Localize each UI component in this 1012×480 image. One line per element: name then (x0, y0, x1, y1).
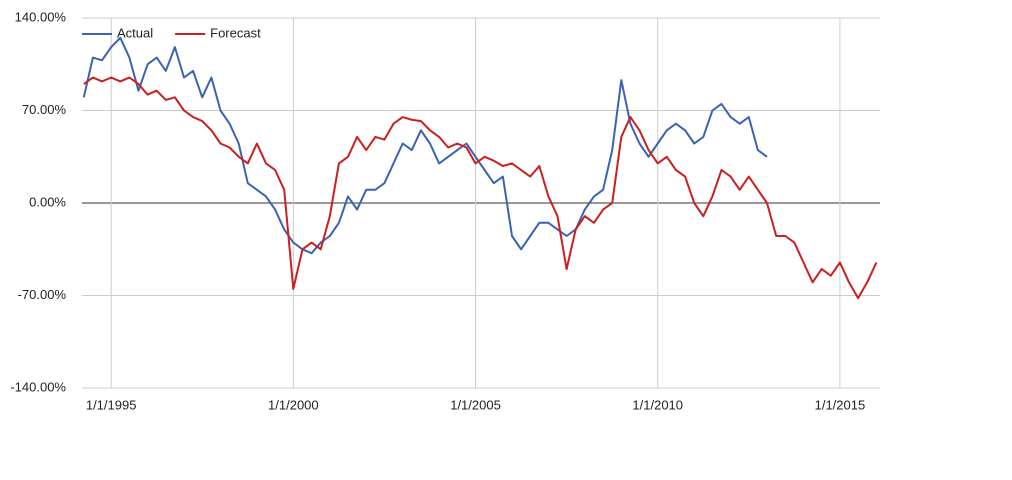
y-tick-label: -70.00% (18, 287, 67, 302)
y-tick-label: 140.00% (15, 9, 67, 24)
y-tick-label: -140.00% (10, 379, 66, 394)
x-tick-label: 1/1/2010 (632, 397, 683, 412)
x-tick-label: 1/1/1995 (86, 397, 137, 412)
x-tick-label: 1/1/2015 (815, 397, 866, 412)
y-tick-label: 70.00% (22, 102, 67, 117)
legend-label: Actual (117, 25, 153, 40)
x-tick-label: 1/1/2000 (268, 397, 319, 412)
y-tick-label: 0.00% (29, 194, 66, 209)
x-tick-label: 1/1/2005 (450, 397, 501, 412)
series-line (83, 76, 878, 300)
series-line (82, 36, 768, 255)
legend-label: Forecast (210, 25, 261, 40)
